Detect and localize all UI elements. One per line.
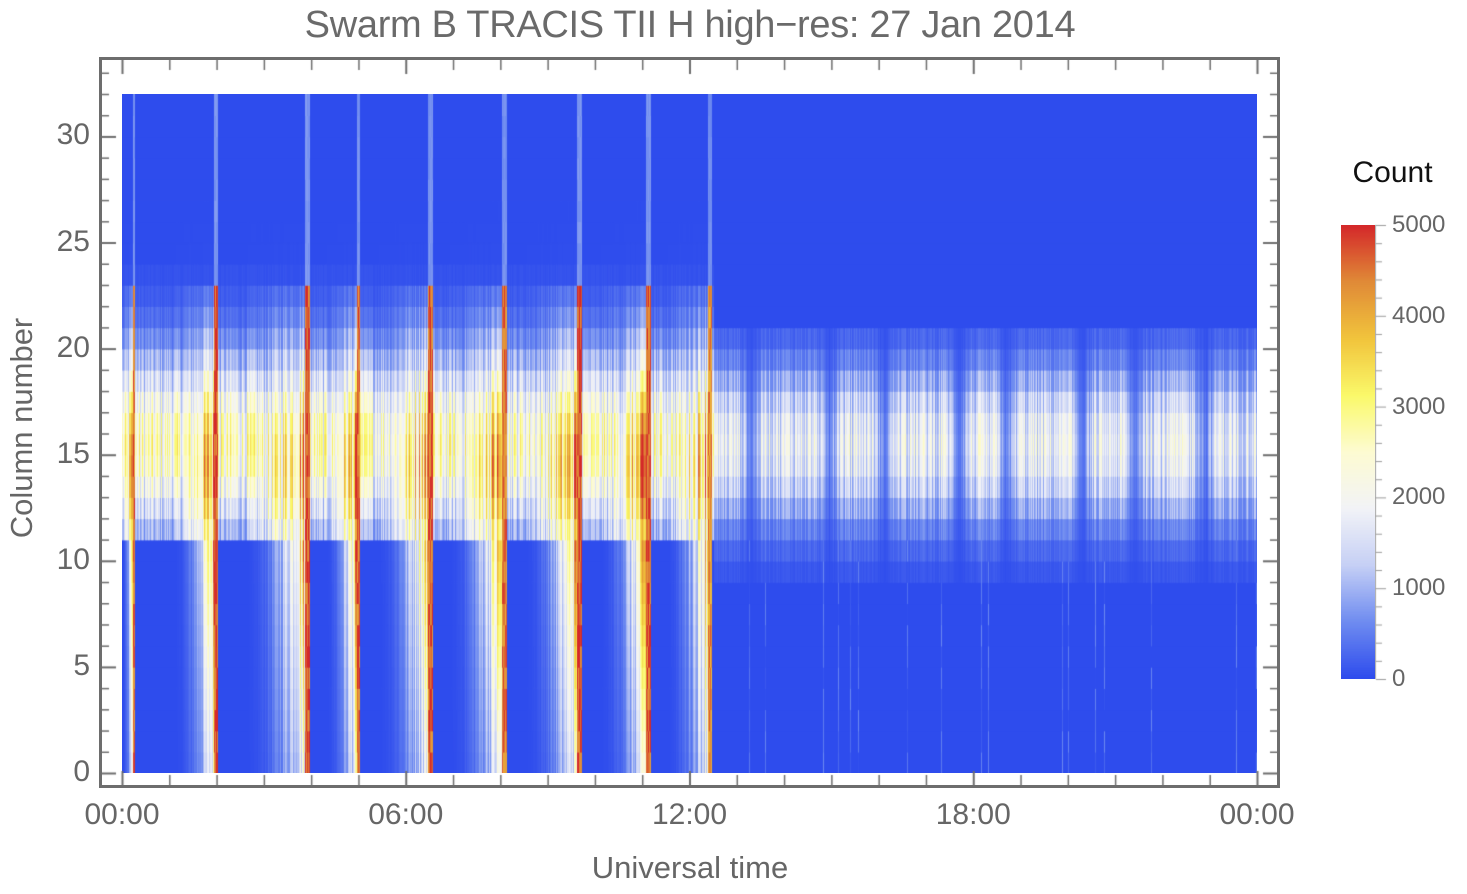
y-tick-label: 10	[56, 542, 90, 576]
y-axis-label: Column number	[4, 317, 39, 539]
y-tick-label: 30	[56, 118, 90, 152]
colorbar-tick-label: 3000	[1392, 392, 1446, 420]
colorbar-tick-label: 5000	[1392, 211, 1446, 238]
colorbar-title: Count	[1352, 156, 1433, 189]
y-tick-label: 25	[56, 224, 90, 258]
colorbar-tick-label: 0	[1392, 665, 1406, 692]
y-tick-label: 0	[73, 755, 90, 788]
x-tick-label: 12:00	[651, 798, 728, 831]
x-tick-label: 00:00	[84, 798, 160, 831]
x-tick-label: 00:00	[1219, 798, 1295, 831]
colorbar-tick-label: 4000	[1392, 301, 1446, 329]
y-tick-label: 5	[73, 648, 90, 682]
colorbar-tick-label: 2000	[1392, 483, 1446, 511]
colorbar	[1341, 225, 1375, 679]
colorbar-tick-label: 1000	[1392, 574, 1446, 602]
y-tick-label: 15	[56, 436, 90, 470]
x-tick-label: 18:00	[935, 798, 1011, 831]
x-tick-label: 06:00	[368, 798, 444, 831]
x-axis-label: Universal time	[591, 850, 789, 885]
y-tick-label: 20	[56, 330, 90, 364]
